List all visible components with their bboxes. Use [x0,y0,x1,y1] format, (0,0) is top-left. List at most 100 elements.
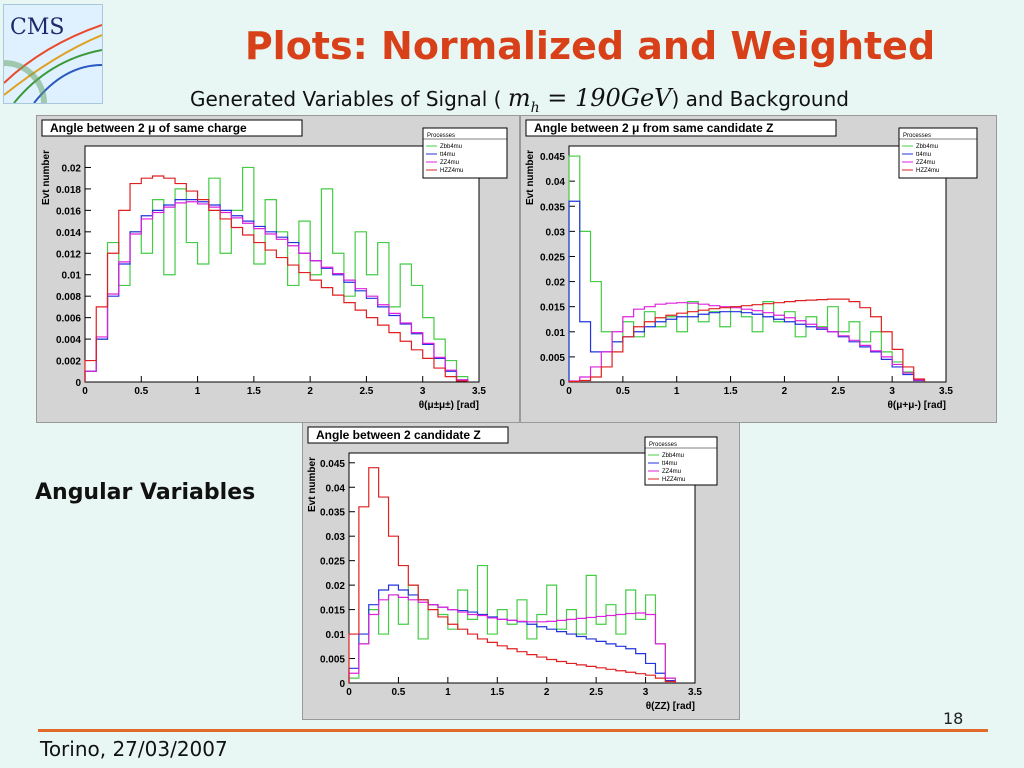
y-tick-label: 0.045 [540,152,565,163]
y-tick-label: 0.014 [56,228,81,239]
y-tick-label: 0.015 [540,303,565,314]
legend-title: Processes [903,133,931,139]
legend: Processes Zbb4mu tt4mu ZZ4mu HZZ4mu [644,436,718,486]
x-tick-label: 3 [889,386,895,397]
y-tick-label: 0.025 [320,557,345,568]
series-line-ZZ4mu [84,201,469,382]
x-tick-label: 0.5 [616,386,630,397]
x-tick-label: 0.5 [391,687,405,698]
x-tick-label: 2.5 [831,386,845,397]
series-line-HZZ4mu [84,175,469,382]
chart-title-box [307,426,509,444]
x-tick-label: 2 [307,386,313,397]
x-tick-label: 3.5 [939,386,953,397]
x-tick-label: 3 [420,386,426,397]
series-line-Zbb4mu [348,564,676,683]
y-axis-label: Evt number [41,150,52,205]
y-tick-label: 0.016 [56,206,81,217]
footer-date: Torino, 27/03/2007 [40,737,228,761]
x-tick-label: 2.5 [359,386,373,397]
plot-area [568,145,947,383]
plot-area [84,145,480,383]
chart-panel-same-charge: Angle between 2 μ of same charge 0 0.002 0.… [36,115,520,423]
x-tick-label: 1 [445,687,451,698]
subtitle-math: mh = 190GeV [507,84,672,116]
y-tick-label: 0 [339,679,345,690]
chart-panel-same-z: Angle between 2 μ from same candidate Z 0… [520,115,997,423]
legend-entry-Zbb4mu: Zbb4mu [916,144,938,150]
logo-text: CMS [10,15,65,40]
legend: Processes Zbb4mu tt4mu ZZ4mu HZZ4mu [898,127,978,179]
cms-logo: CMS [3,4,103,104]
y-tick-label: 0.04 [326,483,346,494]
x-tick-label: 2 [544,687,550,698]
x-tick-label: 1.5 [724,386,738,397]
legend-entry-HZZ4mu: HZZ4mu [440,168,463,174]
x-tick-label: 1 [674,386,680,397]
x-tick-label: 2.5 [589,687,603,698]
y-tick-label: 0.01 [546,328,566,339]
footer-divider [38,729,988,732]
series-line-Zbb4mu [84,166,469,382]
x-tick-label: 1.5 [247,386,261,397]
legend: Processes Zbb4mu tt4mu ZZ4mu HZZ4mu [422,127,508,179]
y-tick-label: 0.012 [56,249,81,260]
series-line-Zbb4mu [568,155,926,382]
plot-area [348,452,696,684]
legend-entry-ZZ4mu: ZZ4mu [440,160,459,166]
y-tick-label: 0.004 [56,335,81,346]
legend-entry-Zbb4mu: Zbb4mu [662,453,684,459]
legend-entry-tt4mu: tt4mu [440,152,455,158]
y-tick-label: 0.02 [326,581,346,592]
series-line-ZZ4mu [348,594,676,683]
x-tick-label: 3.5 [472,386,486,397]
chart-title-box [41,119,303,137]
legend-entry-Zbb4mu: Zbb4mu [440,144,462,150]
y-tick-label: 0.006 [56,314,81,325]
legend-entry-ZZ4mu: ZZ4mu [662,469,681,475]
slide-subtitle: Generated Variables of Signal ( mh = 190… [190,84,849,116]
legend-entry-ZZ4mu: ZZ4mu [916,160,935,166]
y-tick-label: 0.04 [546,177,566,188]
y-axis-label: Evt number [307,457,318,512]
chart-title: Angle between 2 candidate Z [316,428,481,442]
y-tick-label: 0.03 [326,532,346,543]
chart-svg: Angle between 2 μ of same charge 0 0.002 0.… [41,119,508,411]
y-tick-label: 0 [559,378,565,389]
y-tick-label: 0.005 [540,353,565,364]
angular-variables-label: Angular Variables [35,480,256,505]
series-line-HZZ4mu [568,298,926,383]
y-tick-label: 0.03 [546,227,566,238]
legend-entry-HZZ4mu: HZZ4mu [662,477,685,483]
y-tick-label: 0.01 [62,271,82,282]
x-axis-label: θ(μ±μ±) [rad] [419,400,479,411]
x-axis-label: θ(μ+μ-) [rad] [888,400,946,411]
series-line-HZZ4mu [348,467,676,683]
x-tick-label: 3.5 [688,687,702,698]
y-tick-label: 0.018 [56,185,81,196]
chart-title: Angle between 2 μ from same candidate Z [534,121,773,135]
y-tick-label: 0.035 [320,508,345,519]
chart-svg: Angle between 2 candidate Z 0 0.005 0.01 0.0… [307,426,718,712]
y-tick-label: 0.02 [62,163,82,174]
x-tick-label: 1.5 [490,687,504,698]
y-tick-label: 0.025 [540,252,565,263]
x-axis-label: θ(ZZ) [rad] [646,701,695,712]
x-tick-label: 0 [566,386,572,397]
legend-entry-HZZ4mu: HZZ4mu [916,168,939,174]
chart-svg: Angle between 2 μ from same candidate Z 0… [525,119,978,411]
y-tick-label: 0.01 [326,630,346,641]
legend-title: Processes [649,442,677,448]
x-tick-label: 1 [195,386,201,397]
x-tick-label: 0.5 [134,386,148,397]
legend-entry-tt4mu: tt4mu [662,461,677,467]
y-tick-label: 0.015 [320,606,345,617]
y-tick-label: 0.008 [56,292,81,303]
x-tick-label: 2 [782,386,788,397]
y-tick-label: 0.02 [546,278,566,289]
y-tick-label: 0.035 [540,202,565,213]
cms-logo-graphic [4,24,102,103]
chart-title-box [525,119,837,137]
legend-entry-tt4mu: tt4mu [916,152,931,158]
slide-title: Plots: Normalized and Weighted [244,24,936,68]
